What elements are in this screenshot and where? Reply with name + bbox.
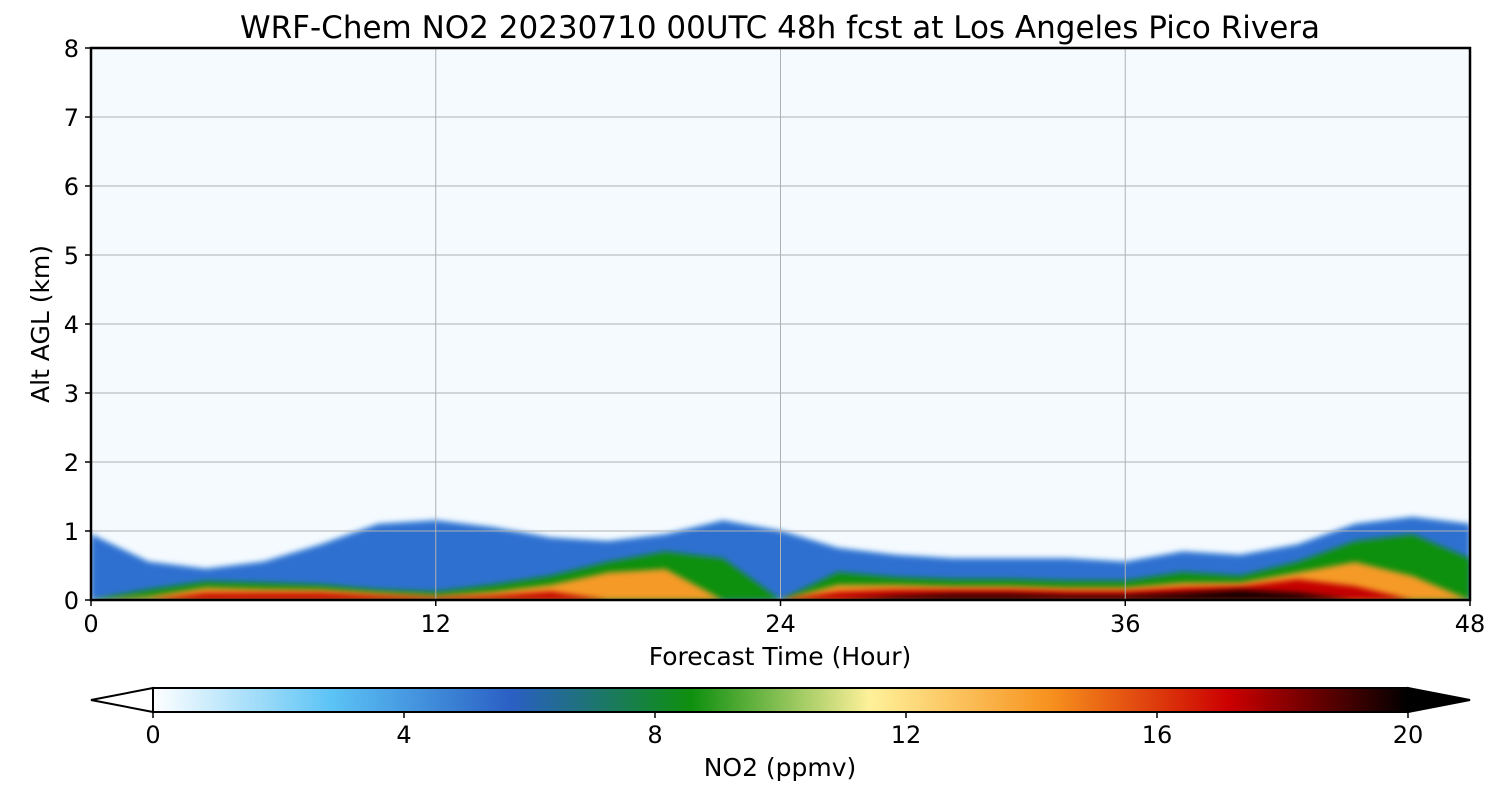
- colorbar-gradient: [153, 688, 1408, 712]
- colorbar-tick-label: 20: [1393, 721, 1424, 749]
- y-tick-label: 8: [64, 35, 79, 63]
- colorbar-label: NO2 (ppmv): [704, 753, 857, 782]
- x-axis-label: Forecast Time (Hour): [649, 642, 912, 671]
- x-axis-ticks: 0 12 24 36 48: [83, 600, 1485, 638]
- y-tick-label: 0: [64, 587, 79, 615]
- y-tick-label: 2: [64, 449, 79, 477]
- colorbar-tick-label: 8: [647, 721, 662, 749]
- y-tick-label: 6: [64, 173, 79, 201]
- y-tick-label: 4: [64, 311, 79, 339]
- colorbar-tick-label: 12: [891, 721, 922, 749]
- colorbar: 0 4 8 12 16 20 NO2 (ppmv): [90, 686, 1471, 782]
- y-axis-label: Alt AGL (km): [26, 245, 55, 403]
- x-tick-label: 12: [420, 610, 451, 638]
- y-tick-label: 3: [64, 380, 79, 408]
- x-tick-label: 36: [1110, 610, 1141, 638]
- colorbar-tick-label: 4: [396, 721, 411, 749]
- chart-title: WRF-Chem NO2 20230710 00UTC 48h fcst at …: [240, 10, 1320, 46]
- colorbar-tick-label: 0: [145, 721, 160, 749]
- y-axis-ticks: 0 1 2 3 4 5 6 7 8: [64, 35, 91, 615]
- y-tick-label: 5: [64, 242, 79, 270]
- grid-lines: [91, 48, 1470, 600]
- colorbar-ticks: 0 4 8 12 16 20: [145, 712, 1423, 749]
- x-tick-label: 0: [83, 610, 98, 638]
- colorbar-tick-label: 16: [1142, 721, 1173, 749]
- colorbar-extend-high: [1407, 686, 1471, 714]
- y-tick-label: 1: [64, 518, 79, 546]
- x-tick-label: 48: [1455, 610, 1486, 638]
- x-tick-label: 24: [765, 610, 796, 638]
- y-tick-label: 7: [64, 104, 79, 132]
- colorbar-frame: [152, 687, 1409, 713]
- colorbar-extend-low: [90, 686, 154, 714]
